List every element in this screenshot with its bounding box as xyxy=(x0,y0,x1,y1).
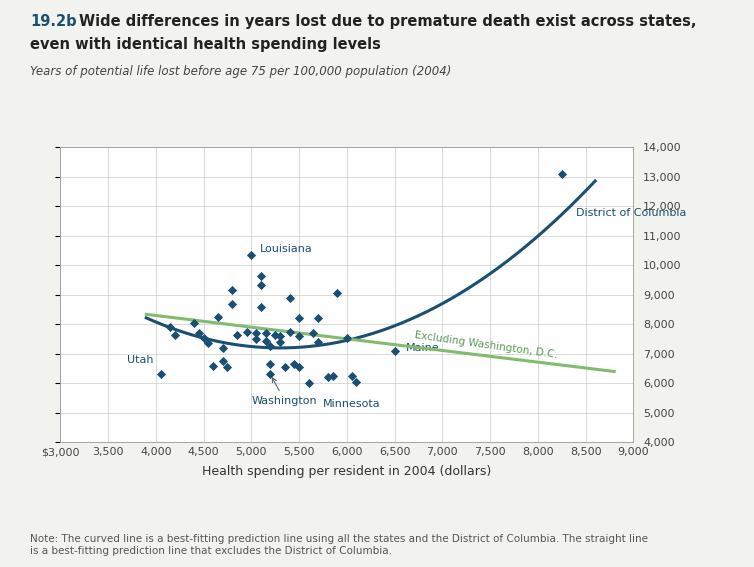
Text: Years of potential life lost before age 75 per 100,000 population (2004): Years of potential life lost before age … xyxy=(30,65,452,78)
Text: Louisiana: Louisiana xyxy=(259,244,312,254)
Point xyxy=(284,293,296,302)
Text: Wide differences in years lost due to premature death exist across states,: Wide differences in years lost due to pr… xyxy=(79,14,697,29)
Point xyxy=(226,299,238,308)
Point xyxy=(212,312,224,321)
Point xyxy=(331,289,343,298)
Point xyxy=(169,330,181,339)
Point xyxy=(312,314,324,323)
Text: Minnesota: Minnesota xyxy=(323,399,381,409)
Point xyxy=(265,370,277,379)
Point xyxy=(326,371,339,380)
Point xyxy=(302,379,314,388)
Text: Utah: Utah xyxy=(127,356,154,365)
Point xyxy=(293,314,305,323)
Point xyxy=(293,332,305,341)
Point xyxy=(222,362,234,371)
Point xyxy=(188,318,200,327)
Point xyxy=(341,333,353,342)
Point xyxy=(207,361,219,370)
Text: 19.2b: 19.2b xyxy=(30,14,77,29)
Text: even with identical health spending levels: even with identical health spending leve… xyxy=(30,37,381,52)
Point xyxy=(284,327,296,336)
Text: District of Columbia: District of Columbia xyxy=(575,208,686,218)
Point xyxy=(216,344,228,353)
Point xyxy=(274,332,286,341)
Point xyxy=(164,323,176,332)
Point xyxy=(345,371,357,380)
Point xyxy=(312,337,324,346)
Point xyxy=(322,373,334,382)
Point xyxy=(269,330,281,339)
Point xyxy=(293,362,305,371)
Point xyxy=(193,329,205,338)
Point xyxy=(388,346,400,356)
Text: Excluding Washington, D.C.: Excluding Washington, D.C. xyxy=(414,330,558,360)
Point xyxy=(265,342,277,351)
Point xyxy=(155,370,167,379)
Point xyxy=(259,336,271,345)
Point xyxy=(198,333,210,342)
Point xyxy=(202,339,214,348)
Point xyxy=(226,286,238,295)
Point xyxy=(279,362,291,371)
Point xyxy=(274,337,286,346)
Point xyxy=(216,357,228,366)
Text: Note: The curved line is a best-fitting prediction line using all the states and: Note: The curved line is a best-fitting … xyxy=(30,534,648,556)
Point xyxy=(250,329,262,338)
Point xyxy=(259,329,271,338)
X-axis label: Health spending per resident in 2004 (dollars): Health spending per resident in 2004 (do… xyxy=(202,466,492,479)
Point xyxy=(245,251,257,260)
Point xyxy=(308,329,320,338)
Point xyxy=(255,271,267,280)
Point xyxy=(556,170,568,179)
Point xyxy=(241,327,253,336)
Point xyxy=(288,359,300,369)
Point xyxy=(351,377,363,386)
Point xyxy=(255,302,267,311)
Point xyxy=(250,335,262,344)
Text: Washington: Washington xyxy=(252,378,317,406)
Point xyxy=(231,330,243,339)
Point xyxy=(265,359,277,369)
Point xyxy=(255,280,267,289)
Text: Maine: Maine xyxy=(406,343,440,353)
